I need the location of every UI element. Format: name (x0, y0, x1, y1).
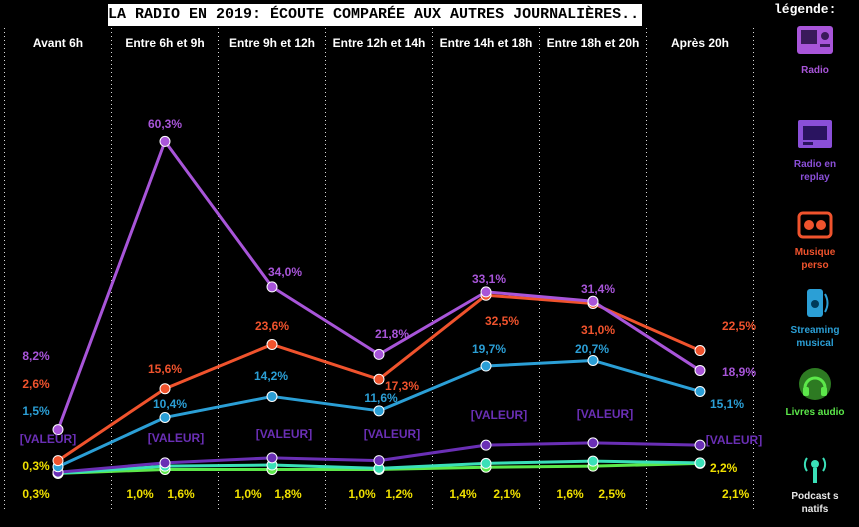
data-point (159, 457, 171, 469)
data-point (480, 360, 492, 372)
headphones-icon (799, 368, 831, 400)
data-label: 1,0% (348, 487, 376, 501)
data-point (52, 455, 64, 467)
data-point (373, 348, 385, 360)
line-chart: Avant 6h Entre 6h et 9h Entre 9h et 12h Ent… (4, 28, 762, 510)
data-label: 19,7% (472, 342, 506, 356)
data-point (694, 385, 706, 397)
data-label: 20,7% (575, 342, 609, 356)
data-point (587, 455, 599, 467)
data-point (373, 373, 385, 385)
data-label: [VALEUR] (577, 407, 633, 421)
data-label: 32,5% (485, 314, 519, 328)
data-label: [VALEUR] (471, 408, 527, 422)
data-point (266, 281, 278, 293)
data-label: 2,6% (22, 377, 50, 391)
data-label: 10,4% (153, 397, 187, 411)
x-tick-label: Entre 14h et 18h (440, 36, 533, 50)
data-point (52, 424, 64, 436)
data-label: [VALEUR] (256, 427, 312, 441)
radio-replay-icon (798, 120, 832, 148)
data-point (159, 411, 171, 423)
data-label: 11,6% (364, 391, 398, 405)
data-point (694, 439, 706, 451)
x-tick-label: Entre 12h et 14h (333, 36, 426, 50)
data-label: 15,1% (710, 397, 744, 411)
data-label: 2,1% (493, 487, 521, 501)
data-point (587, 437, 599, 449)
data-label: 1,0% (234, 487, 262, 501)
data-label: 1,0% (126, 487, 154, 501)
data-label: [VALEUR] (20, 432, 76, 446)
x-tick-label: Après 20h (671, 36, 729, 50)
data-point (694, 364, 706, 376)
data-label: [VALEUR] (148, 431, 204, 445)
data-point (587, 295, 599, 307)
data-point (373, 405, 385, 417)
legend-livres-audio: Livres audio (780, 366, 850, 419)
data-label: 21,8% (375, 327, 409, 341)
x-tick-label: Entre 18h et 20h (547, 36, 640, 50)
data-label: 34,0% (268, 265, 302, 279)
data-label: 60,3% (148, 117, 182, 131)
legend-label-musique-perso: Musique perso (794, 247, 836, 271)
data-point (266, 452, 278, 464)
legend-label-livres-audio: Livres audio (785, 407, 845, 418)
data-point (694, 457, 706, 469)
data-point (266, 390, 278, 402)
legend-label-radio-replay: Radio en replay (793, 159, 837, 183)
legend-podcasts: Podcast s natifs (780, 450, 850, 516)
data-label: 33,1% (472, 272, 506, 286)
data-label: 2,2% (710, 461, 738, 475)
legend-title: légende: (774, 2, 837, 17)
data-label: 22,5% (722, 319, 756, 333)
data-label: 1,6% (556, 487, 584, 501)
data-label: 1,6% (167, 487, 195, 501)
data-label: 0,3% (22, 459, 50, 473)
radio-icon (797, 26, 833, 54)
legend-musique-perso: Musique perso (780, 208, 850, 272)
data-label: 2,1% (722, 487, 750, 501)
data-label: 15,6% (148, 362, 182, 376)
data-point (266, 338, 278, 350)
data-label: 31,4% (581, 282, 615, 296)
data-point (694, 345, 706, 357)
data-point (480, 439, 492, 451)
data-label: 2,5% (598, 487, 626, 501)
data-label: [VALEUR] (364, 427, 420, 441)
legend-label-radio: Radio (801, 65, 829, 76)
x-tick-label: Entre 6h et 9h (125, 36, 204, 50)
data-point (480, 286, 492, 298)
legend-streaming: Streaming musical (780, 286, 850, 350)
x-tick-label: Entre 9h et 12h (229, 36, 315, 50)
data-label: 1,5% (22, 404, 50, 418)
data-label: 1,8% (274, 487, 302, 501)
data-label: 18,9% (722, 365, 756, 379)
music-icon (797, 211, 833, 239)
data-label: [VALEUR] (706, 433, 762, 447)
legend-radio: Radio (780, 20, 850, 77)
legend-radio-replay: Radio en replay (780, 114, 850, 184)
data-point (159, 383, 171, 395)
data-label: 23,6% (255, 319, 289, 333)
data-label: 31,0% (581, 323, 615, 337)
data-point (159, 135, 171, 147)
chart-title: LA RADIO EN 2019: ÉCOUTE COMPARÉE AUX AU… (108, 4, 642, 26)
data-point (373, 455, 385, 467)
data-label: 14,2% (254, 369, 288, 383)
podcast-icon (803, 457, 827, 483)
data-label: 8,2% (22, 349, 50, 363)
streaming-icon (807, 289, 829, 317)
data-label: 1,4% (449, 487, 477, 501)
data-label: 17,3% (385, 379, 419, 393)
legend-label-streaming: Streaming musical (790, 325, 840, 349)
data-label: 0,3% (22, 487, 50, 501)
legend-label-podcasts: Podcast s natifs (791, 491, 839, 515)
data-point (480, 457, 492, 469)
data-point (587, 354, 599, 366)
data-label: 1,2% (385, 487, 413, 501)
x-tick-label: Avant 6h (33, 36, 83, 50)
